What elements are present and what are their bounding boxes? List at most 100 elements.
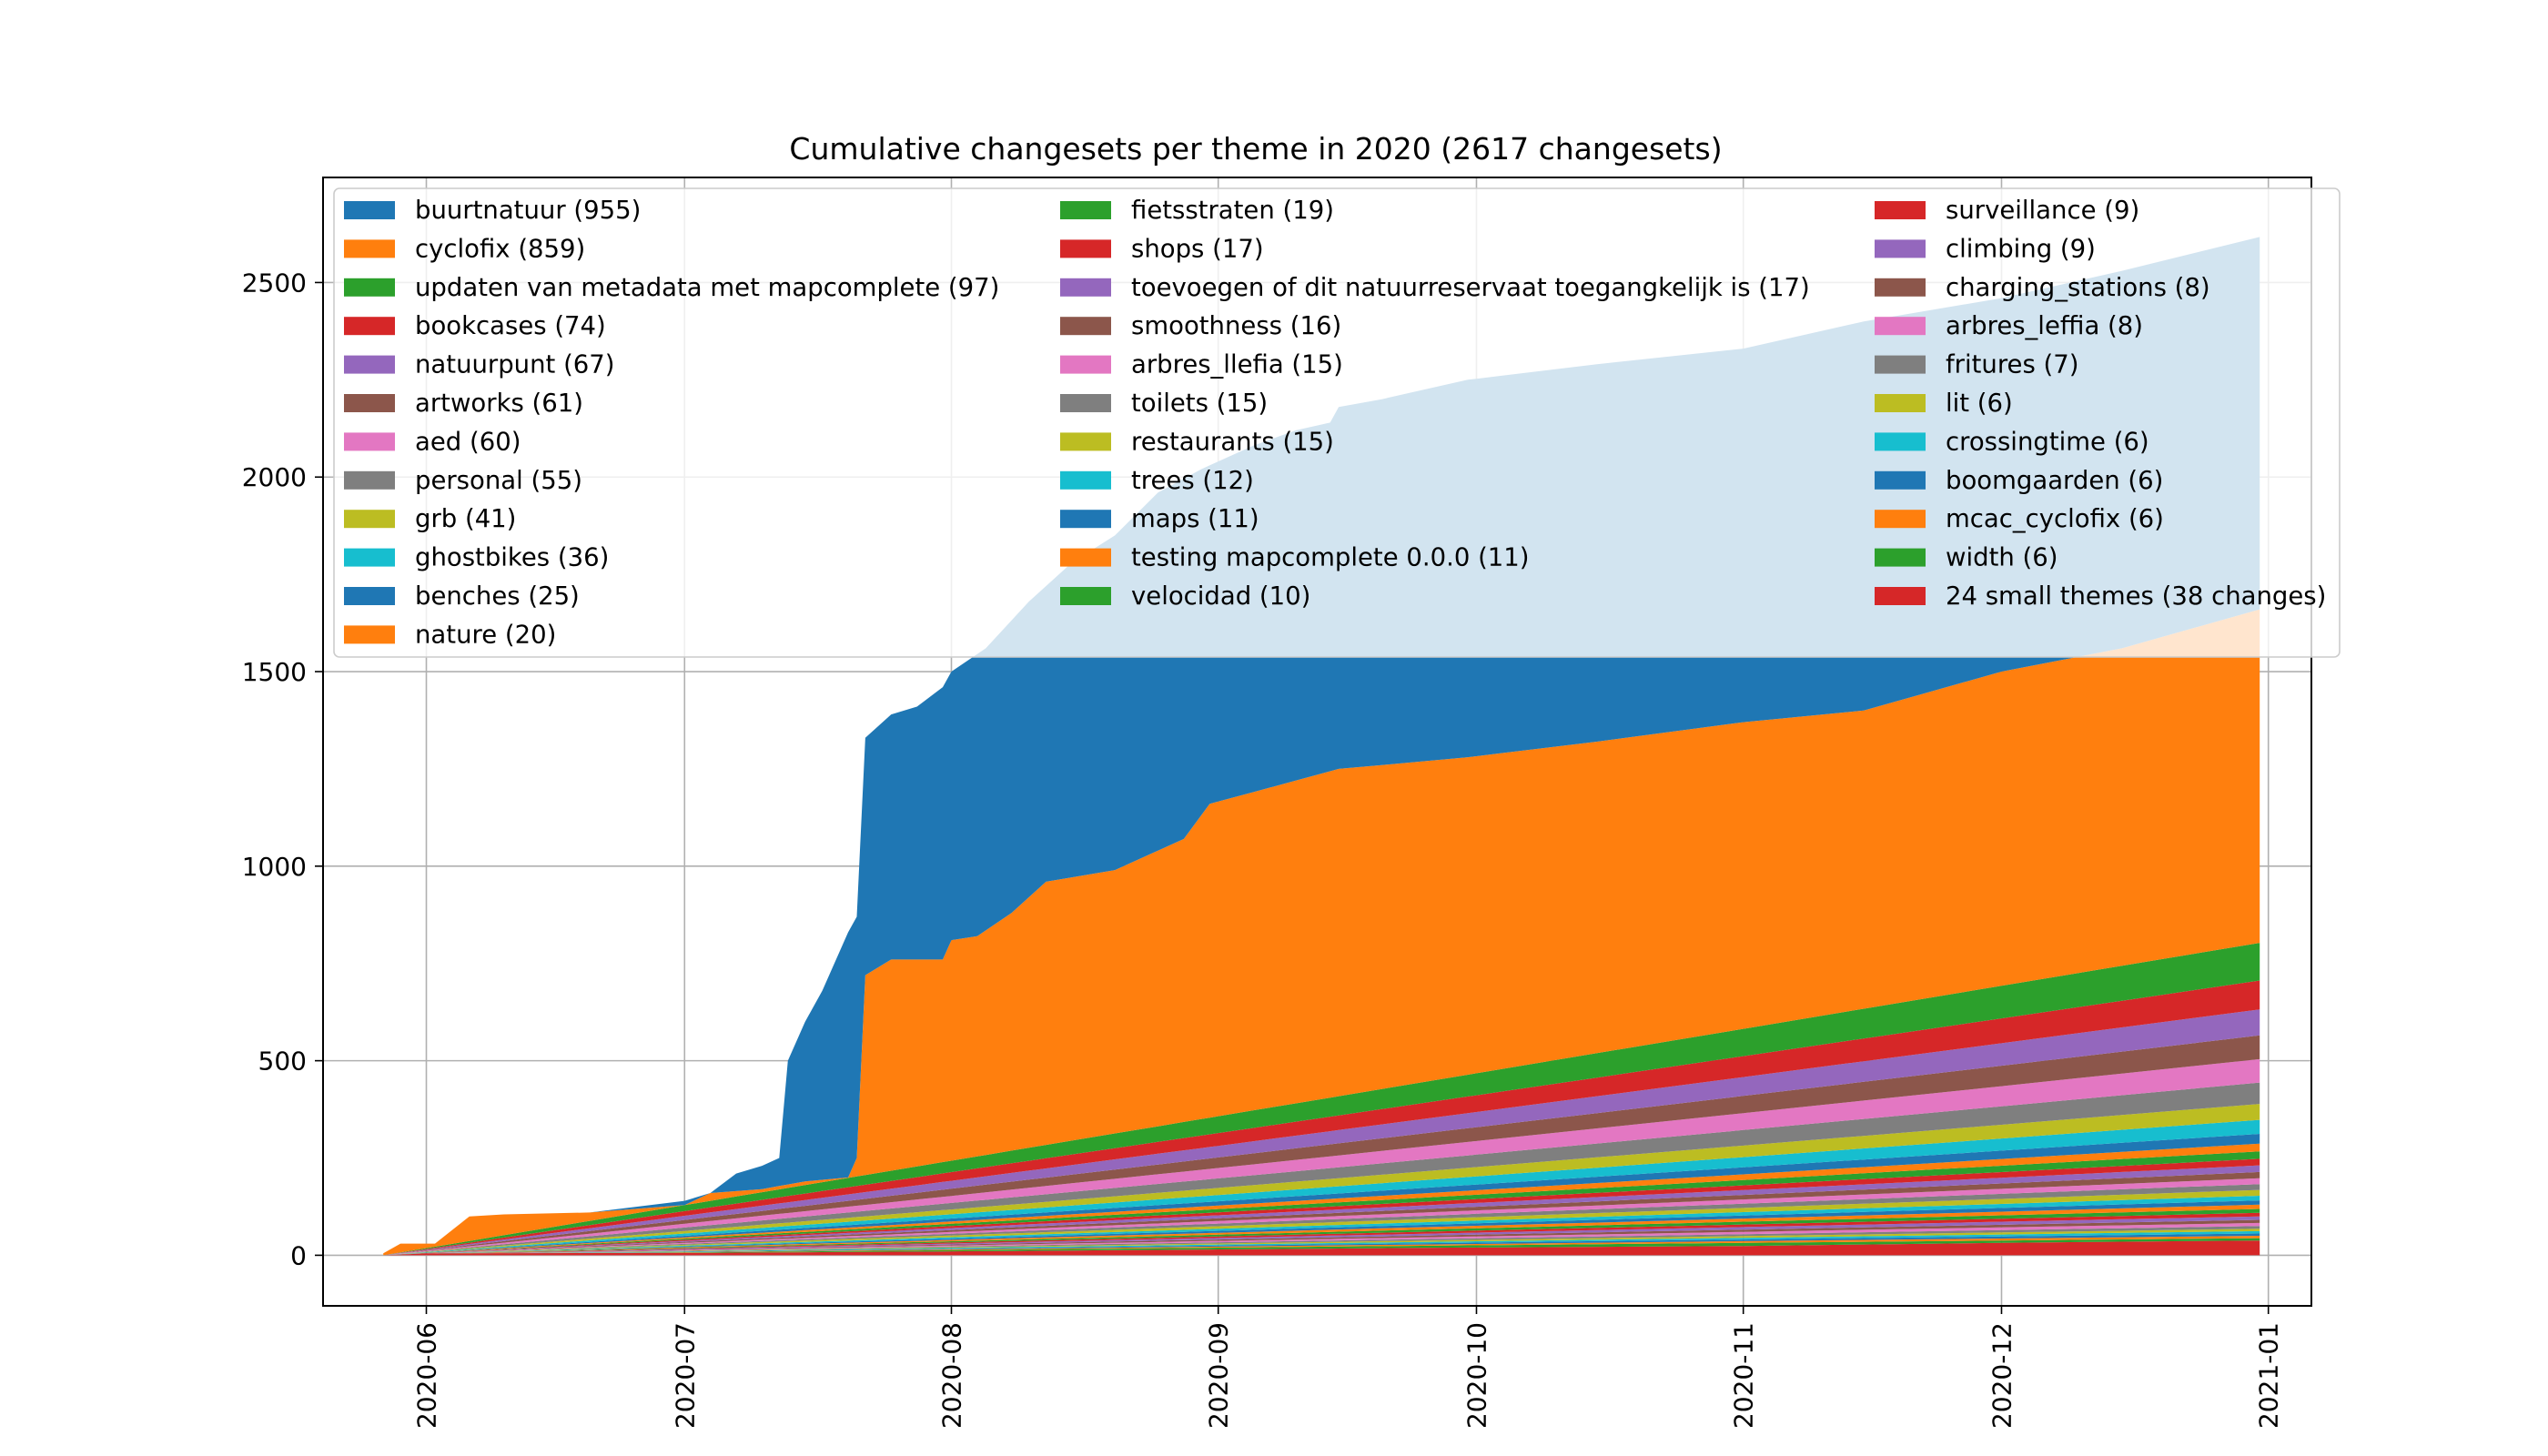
legend-swatch — [1875, 470, 1926, 490]
legend-swatch — [344, 355, 395, 374]
legend-swatch — [1875, 317, 1926, 336]
legend-label: trees (12) — [1131, 466, 1254, 495]
legend-label: width (6) — [1946, 543, 2058, 572]
legend-label: benches (25) — [415, 581, 580, 611]
y-tick-label: 1500 — [242, 657, 307, 687]
area-series-10 — [383, 1216, 2260, 1256]
area-series-32 — [383, 943, 2260, 1256]
x-tick-label: 2020-07 — [670, 1322, 700, 1429]
legend-swatch — [1875, 587, 1926, 605]
y-tick-label: 0 — [290, 1240, 307, 1270]
legend-label: fietsstraten (19) — [1131, 196, 1334, 225]
area-series-25 — [383, 1119, 2260, 1256]
legend-swatch — [1875, 510, 1926, 529]
area-series-19 — [383, 1171, 2260, 1256]
x-tick-label: 2020-10 — [1461, 1322, 1491, 1429]
legend-swatch — [1060, 239, 1111, 258]
x-tick-label: 2020-11 — [1729, 1322, 1759, 1429]
area-series-11 — [383, 1212, 2260, 1256]
legend-swatch — [1060, 394, 1111, 412]
x-tick-label: 2020-09 — [1204, 1322, 1234, 1429]
legend-label: grb (41) — [415, 504, 516, 533]
legend-label: updaten van metadata met mapcomplete (97… — [415, 273, 999, 302]
legend-swatch — [1875, 432, 1926, 451]
y-tick-label: 1000 — [242, 852, 307, 882]
area-series-6 — [383, 1228, 2260, 1256]
legend-swatch — [344, 432, 395, 451]
legend-swatch — [344, 394, 395, 412]
legend-label: bookcases (74) — [415, 311, 606, 340]
legend-label: boomgaarden (6) — [1946, 466, 2163, 495]
legend-swatch — [1060, 432, 1111, 451]
area-series-27 — [383, 1082, 2260, 1256]
area-series-12 — [383, 1208, 2260, 1256]
legend-label: personal (55) — [415, 466, 582, 495]
legend-label: nature (20) — [415, 620, 556, 649]
legend-swatch — [1060, 510, 1111, 529]
legend-label: aed (60) — [415, 427, 521, 456]
legend-swatch — [1060, 278, 1111, 297]
area-series-18 — [383, 1178, 2260, 1256]
legend-box — [333, 187, 2341, 658]
area-series-24 — [383, 1134, 2260, 1256]
stacked-areas — [383, 237, 2260, 1256]
legend-label: velocidad (10) — [1131, 581, 1310, 611]
legend-label: toilets (15) — [1131, 389, 1268, 418]
legend-label: 24 small themes (38 changes) — [1946, 581, 2326, 611]
legend-swatch — [344, 625, 395, 644]
legend-swatch — [1060, 470, 1111, 490]
legend-label: maps (11) — [1131, 504, 1259, 533]
legend-swatch — [344, 317, 395, 336]
legend-label: climbing (9) — [1946, 234, 2096, 263]
legend-label: crossingtime (6) — [1946, 427, 2149, 456]
legend-label: arbres_leffia (8) — [1946, 311, 2143, 340]
legend-label: lit (6) — [1946, 389, 2013, 418]
legend: buurtnatuur (955) cyclofix (859) updaten v… — [333, 187, 2341, 658]
area-series-1 — [383, 1240, 2260, 1256]
legend-swatch — [1875, 239, 1926, 258]
area-series-9 — [383, 1219, 2260, 1256]
legend-swatch — [1875, 355, 1926, 374]
legend-label: restaurants (15) — [1131, 427, 1334, 456]
legend-swatch — [344, 470, 395, 490]
x-tick-label: 2020-08 — [936, 1322, 966, 1429]
chart-title: Cumulative changesets per theme in 2020 … — [789, 131, 1722, 167]
y-tick-label: 2500 — [242, 268, 307, 298]
area-series-4 — [383, 1233, 2260, 1256]
legend-swatch — [344, 587, 395, 605]
area-series-28 — [383, 1058, 2260, 1256]
area-series-14 — [383, 1200, 2260, 1256]
legend-label: testing mapcomplete 0.0.0 (11) — [1131, 543, 1530, 572]
legend-swatch — [344, 510, 395, 529]
legend-swatch — [1060, 201, 1111, 219]
legend-label: charging_stations (8) — [1946, 273, 2210, 302]
legend-label: arbres_llefia (15) — [1131, 350, 1343, 379]
x-tick-label: 2020-12 — [1987, 1322, 2017, 1429]
legend-label: ghostbikes (36) — [415, 543, 609, 572]
legend-swatch — [344, 239, 395, 258]
area-series-7 — [383, 1226, 2260, 1256]
legend-swatch — [1060, 587, 1111, 605]
legend-swatch — [344, 278, 395, 297]
area-series-22 — [383, 1151, 2260, 1256]
area-series-21 — [383, 1158, 2260, 1256]
y-tick-label: 500 — [258, 1046, 307, 1077]
legend-label: surveillance (9) — [1946, 196, 2139, 225]
area-series-15 — [383, 1196, 2260, 1256]
legend-swatch — [1060, 317, 1111, 336]
legend-swatch — [1875, 278, 1926, 297]
area-series-17 — [383, 1184, 2260, 1256]
legend-swatch — [1875, 548, 1926, 567]
axes: 0 500 1000 1500 2000 2500 2020-06 2020-07 2020-0… — [242, 177, 2312, 1429]
area-series-30 — [383, 1009, 2260, 1256]
legend-label: toevoegen of dit natuurreservaat toegang… — [1131, 273, 1810, 302]
legend-label: natuurpunt (67) — [415, 350, 615, 379]
legend-label: fritures (7) — [1946, 350, 2078, 379]
y-tick-label: 2000 — [242, 462, 307, 492]
area-series-26 — [383, 1104, 2260, 1256]
legend-swatch — [1060, 548, 1111, 567]
area-series-33 — [383, 609, 2260, 1256]
legend-label: cyclofix (859) — [415, 234, 585, 263]
legend-label: shops (17) — [1131, 234, 1264, 263]
